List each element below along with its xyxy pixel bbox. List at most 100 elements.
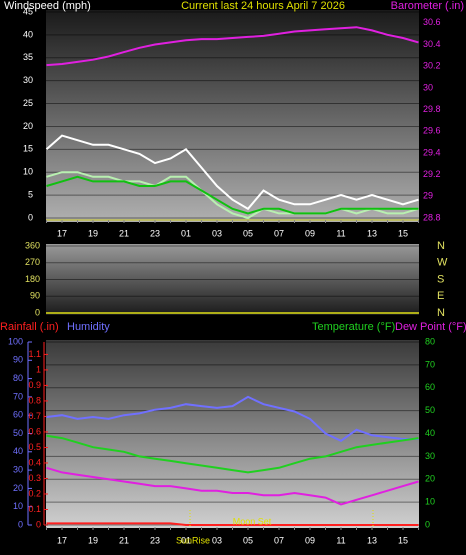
x-tick-label: 17 (57, 535, 67, 545)
series-line (46, 434, 419, 474)
x-tick-label: 03 (212, 228, 222, 238)
series-line (46, 171, 419, 220)
y-tick-label: 0.4 (28, 457, 41, 467)
y-tick-label: W (437, 257, 448, 269)
y-tick-label: 70 (13, 391, 23, 401)
y-tick-label: 30 (423, 82, 433, 92)
y-tick-label: 40 (13, 446, 23, 456)
y-tick-label: 80 (425, 336, 435, 346)
y-tick-label: 15 (23, 144, 33, 154)
y-tick-label: 30.2 (423, 61, 441, 71)
x-tick-label: 23 (150, 228, 160, 238)
legend-label: Rainfall (.in) (0, 321, 59, 333)
y-tick-label: 30.6 (423, 17, 441, 27)
x-tick-label: 09 (305, 535, 315, 545)
x-tick-label: 05 (243, 535, 253, 545)
y-tick-label: 270 (25, 257, 40, 267)
series-line (46, 522, 419, 526)
y2-label: Barometer (.in) (391, 0, 464, 12)
x-tick-label: 11 (336, 535, 345, 545)
y-tick-label: 0 (18, 519, 23, 529)
y-tick-label: 29.8 (423, 104, 441, 114)
y-tick-label: 180 (25, 274, 40, 284)
y-tick-label: 40 (425, 428, 435, 438)
y-tick-label: 29.6 (423, 126, 441, 136)
y-tick-label: 0.2 (28, 488, 41, 498)
y-tick-label: N (437, 240, 445, 252)
x-tick-label: 07 (274, 535, 284, 545)
series-line (46, 26, 419, 67)
y-tick-label: 90 (30, 291, 40, 301)
y-tick-label: 1 (36, 364, 41, 374)
y-tick-label: 29 (423, 191, 433, 201)
y-tick-label: 10 (13, 501, 23, 511)
x-tick-label: 11 (336, 228, 345, 238)
series-line (45, 134, 419, 211)
y-tick-label: 360 (25, 240, 40, 250)
y-tick-label: 60 (13, 410, 23, 420)
x-tick-label: 07 (274, 228, 284, 238)
x-tick-label: 13 (367, 535, 377, 545)
legend-label: Temperature (°F) (312, 321, 395, 333)
x-tick-label: 17 (57, 228, 67, 238)
series-line (46, 466, 419, 506)
x-tick-label: 15 (398, 228, 408, 238)
y-tick-label: 35 (23, 52, 33, 62)
x-tick-label: 19 (88, 228, 98, 238)
y-tick-label: 90 (13, 355, 23, 365)
x-tick-label: 19 (88, 535, 98, 545)
y-tick-label: 0.1 (28, 504, 41, 514)
y-label: Windspeed (mph) (4, 0, 91, 12)
panel-bg (46, 10, 419, 222)
y-tick-label: 29.2 (423, 169, 441, 179)
y-tick-label: S (437, 273, 444, 285)
y-tick-label: 50 (425, 405, 435, 415)
x-tick-label: 09 (305, 228, 315, 238)
x-tick-label: 21 (119, 535, 129, 545)
y-tick-label: N (437, 307, 445, 319)
y-tick-label: 0.6 (28, 426, 41, 436)
chart-title: Current last 24 hours April 7 2026 (181, 0, 345, 12)
y-tick-label: E (437, 290, 444, 302)
y-tick-label: 5 (28, 189, 33, 199)
y-tick-label: 1.1 (28, 349, 41, 359)
series-line (46, 395, 419, 442)
y-tick-label: 20 (13, 483, 23, 493)
x-tick-label: 15 (398, 535, 408, 545)
y-tick-label: 0 (425, 519, 430, 529)
y-tick-label: 20 (23, 121, 33, 131)
y-tick-label: 25 (23, 98, 33, 108)
y-tick-label: 0 (36, 519, 41, 529)
y-tick-label: 0 (35, 307, 40, 317)
y-tick-label: 30 (13, 464, 23, 474)
x-tick-label: 23 (150, 535, 160, 545)
annotation: SunRise (176, 535, 210, 545)
y-tick-label: 60 (425, 382, 435, 392)
y-tick-label: 0.5 (28, 442, 41, 452)
x-tick-label: 01 (181, 535, 191, 545)
y-tick-label: 45 (23, 6, 33, 16)
y-tick-label: 70 (425, 359, 435, 369)
legend-label: Dew Point (°F) (395, 321, 466, 333)
y-tick-label: 40 (23, 29, 33, 39)
y-tick-label: 10 (23, 167, 33, 177)
y-tick-label: 28.8 (423, 212, 441, 222)
x-tick-label: 03 (212, 535, 222, 545)
y-tick-label: 10 (425, 497, 435, 507)
y-tick-label: 50 (13, 428, 23, 438)
legend-label: Humidity (67, 321, 110, 333)
y-tick-label: 0.7 (28, 411, 41, 421)
y-tick-label: 0.8 (28, 395, 41, 405)
y-tick-label: 20 (425, 474, 435, 484)
y-tick-label: 0.9 (28, 380, 41, 390)
x-tick-label: 13 (367, 228, 377, 238)
x-tick-label: 21 (119, 228, 129, 238)
y-tick-label: 0 (28, 212, 33, 222)
panel-bg (46, 244, 419, 315)
y-tick-label: 30 (23, 75, 33, 85)
x-tick-label: 05 (243, 228, 253, 238)
series-line (46, 175, 419, 215)
panel-bg (46, 340, 419, 528)
